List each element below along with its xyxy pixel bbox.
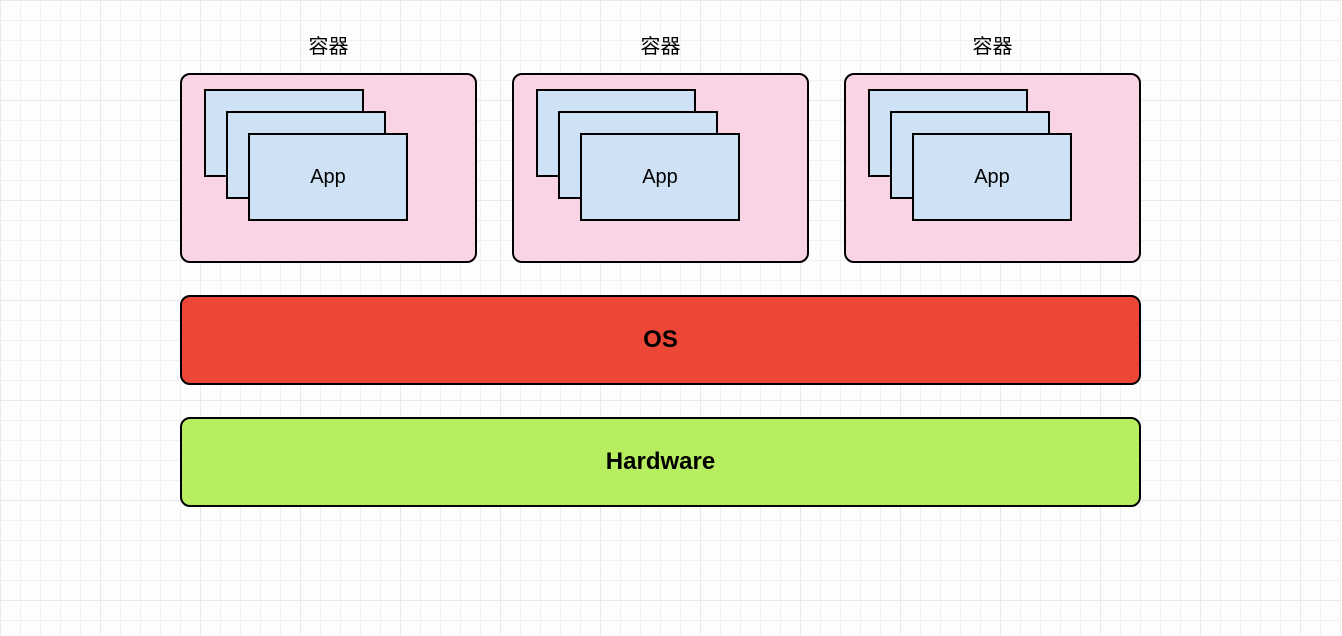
app-card: App: [912, 133, 1072, 221]
containers-row: 容器 App 容器 App 容器: [180, 30, 1141, 263]
app-stack: App: [536, 89, 686, 189]
container-column: 容器 App: [844, 30, 1141, 263]
container-title: 容器: [973, 30, 1013, 59]
container-box: App: [844, 73, 1141, 263]
app-card: App: [248, 133, 408, 221]
hardware-layer: Hardware: [180, 417, 1141, 507]
diagram-stage: 容器 App 容器 App 容器: [180, 30, 1141, 507]
app-card: App: [580, 133, 740, 221]
app-stack: App: [868, 89, 1018, 189]
container-column: 容器 App: [512, 30, 809, 263]
container-column: 容器 App: [180, 30, 477, 263]
container-box: App: [512, 73, 809, 263]
container-title: 容器: [641, 30, 681, 59]
container-title: 容器: [309, 30, 349, 59]
app-stack: App: [204, 89, 354, 189]
os-layer: OS: [180, 295, 1141, 385]
container-box: App: [180, 73, 477, 263]
